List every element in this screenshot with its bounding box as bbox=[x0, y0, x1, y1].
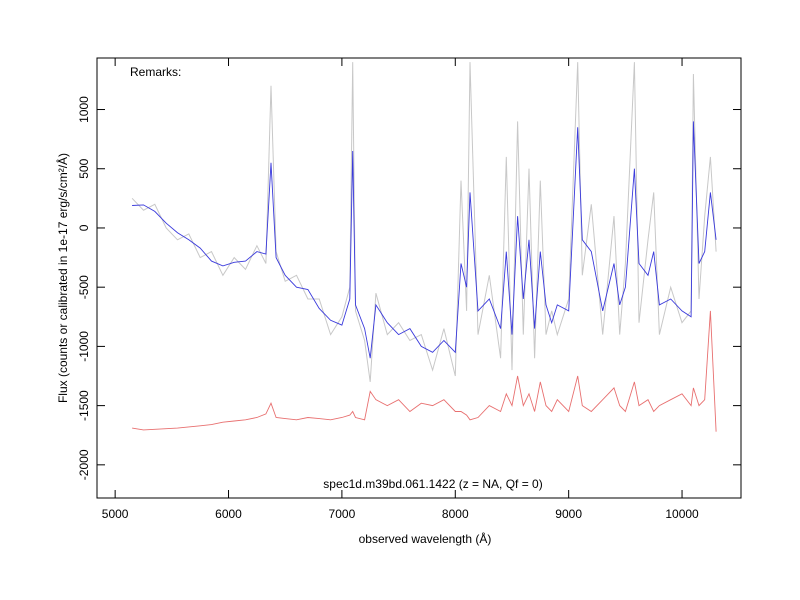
annotation: spec1d.m39bd.061.1422 (z = NA, Qf = 0) bbox=[323, 477, 542, 491]
spectrum-line bbox=[132, 310, 717, 432]
x-tick-label: 7000 bbox=[329, 507, 356, 521]
spectrum-line bbox=[131, 62, 717, 382]
y-tick-label: -1500 bbox=[77, 390, 91, 421]
y-tick-label: 0 bbox=[77, 224, 91, 231]
y-tick-label: -500 bbox=[77, 275, 91, 299]
y-tick-label: -1000 bbox=[77, 331, 91, 362]
x-tick-label: 9000 bbox=[555, 507, 582, 521]
x-tick-label: 6000 bbox=[215, 507, 242, 521]
x-tick-label: 5000 bbox=[102, 507, 129, 521]
y-tick-label: -2000 bbox=[77, 449, 91, 480]
x-tick-label: 8000 bbox=[442, 507, 469, 521]
y-tick-label: 1000 bbox=[77, 96, 91, 123]
y-axis-label: Flux (counts or calibrated in 1e-17 erg/… bbox=[55, 153, 70, 403]
x-tick-label: 10000 bbox=[665, 507, 699, 521]
plot-lines bbox=[131, 62, 717, 432]
remarks: Remarks: bbox=[130, 65, 181, 79]
y-tick-label: 500 bbox=[77, 158, 91, 178]
spectrum-line bbox=[132, 121, 717, 359]
plot-frame bbox=[96, 57, 742, 499]
x-axis-label: observed wavelength (Å) bbox=[359, 531, 492, 546]
